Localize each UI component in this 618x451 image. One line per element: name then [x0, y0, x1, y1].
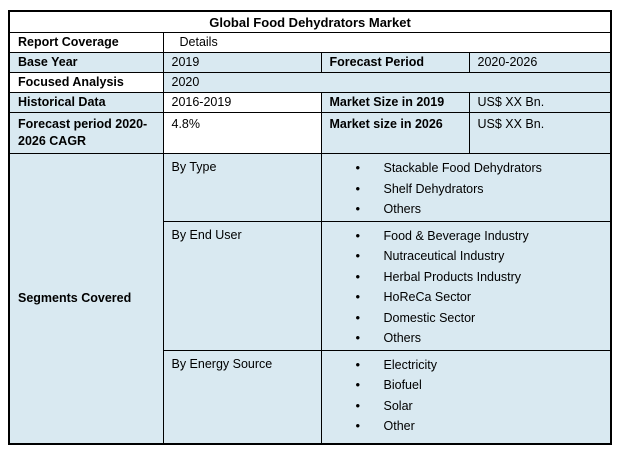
segment-item-list: Stackable Food DehydratorsShelf Dehydrat…	[330, 158, 603, 220]
segment-item: Shelf Dehydrators	[356, 179, 603, 200]
forecast-cagr-label: Forecast period 2020-2026 CAGR	[8, 112, 164, 154]
segment-group-by-energy-source: By Energy Source	[162, 349, 322, 444]
segment-item-list: ElectricityBiofuelSolarOther	[330, 355, 603, 437]
base-year-value: 2019	[162, 52, 322, 73]
segment-item: Food & Beverage Industry	[356, 226, 603, 247]
segment-items-by-end-user: Food & Beverage IndustryNutraceutical In…	[320, 220, 612, 351]
focused-analysis-value: 2020	[162, 72, 612, 93]
market-size-2026-value: US$ XX Bn.	[468, 112, 612, 154]
segment-item: Others	[356, 328, 603, 349]
segment-item: Other	[356, 416, 603, 437]
historical-data-value: 2016-2019	[162, 92, 322, 113]
historical-data-label: Historical Data	[8, 92, 164, 113]
segment-items-by-type: Stackable Food DehydratorsShelf Dehydrat…	[320, 153, 612, 222]
forecast-cagr-value: 4.8%	[162, 112, 322, 154]
segment-item: Solar	[356, 396, 603, 417]
segment-item-list: Food & Beverage IndustryNutraceutical In…	[330, 226, 603, 349]
forecast-period-label: Forecast Period	[320, 52, 470, 73]
market-scope-table: Global Food Dehydrators Market Report Co…	[8, 10, 613, 445]
report-coverage-label: Report Coverage	[8, 32, 164, 53]
segment-item: HoReCa Sector	[356, 287, 603, 308]
segment-group-by-end-user: By End User	[162, 220, 322, 351]
table-title: Global Food Dehydrators Market	[8, 10, 612, 33]
segments-covered-label: Segments Covered	[8, 153, 164, 444]
segment-item: Electricity	[356, 355, 603, 376]
base-year-label: Base Year	[8, 52, 164, 73]
segment-item: Domestic Sector	[356, 308, 603, 329]
market-size-2026-label: Market size in 2026	[320, 112, 470, 154]
segment-items-by-energy-source: ElectricityBiofuelSolarOther	[320, 349, 612, 444]
segment-item: Nutraceutical Industry	[356, 246, 603, 267]
segment-item: Biofuel	[356, 375, 603, 396]
focused-analysis-label: Focused Analysis	[8, 72, 164, 93]
report-coverage-value: Details	[162, 32, 612, 53]
market-size-2019-label: Market Size in 2019	[320, 92, 470, 113]
segment-group-by-type: By Type	[162, 153, 322, 222]
segment-item: Stackable Food Dehydrators	[356, 158, 603, 179]
segment-item: Herbal Products Industry	[356, 267, 603, 288]
market-size-2019-value: US$ XX Bn.	[468, 92, 612, 113]
forecast-period-value: 2020-2026	[468, 52, 612, 73]
segment-item: Others	[356, 199, 603, 220]
